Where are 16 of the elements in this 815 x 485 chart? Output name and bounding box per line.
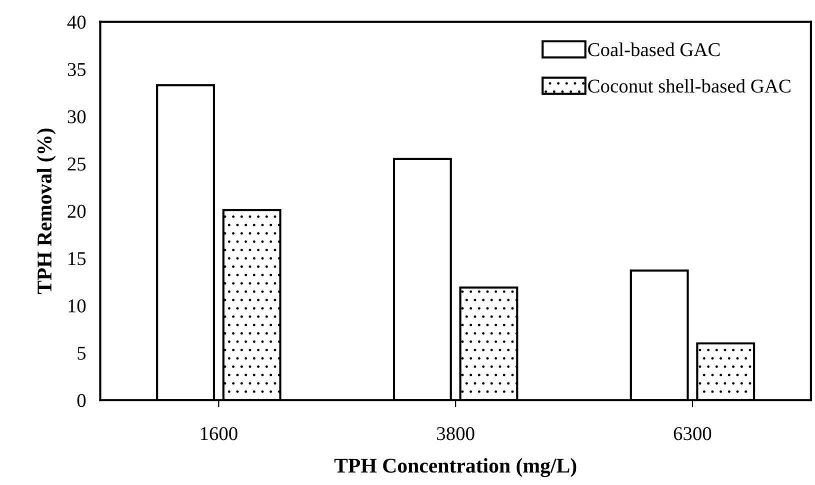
x-tick-label: 6300 — [674, 427, 712, 440]
y-tick-label: 30 — [68, 110, 86, 124]
x-axis-title: TPH Concentration (mg/L) — [334, 458, 576, 478]
x-tick-label: 1600 — [200, 427, 238, 440]
y-tick-label: 0 — [77, 394, 86, 408]
y-tick-label: 20 — [68, 204, 86, 218]
y-axis-title: TPH Removal (%) — [36, 128, 56, 294]
y-tick-label: 10 — [68, 299, 86, 312]
y-tick-label: 40 — [67, 16, 86, 29]
x-tick-label: 3800 — [437, 427, 474, 440]
legend-label: Coal-based GAC — [588, 42, 720, 56]
y-tick-label: 25 — [68, 158, 86, 171]
y-tick-label: 35 — [68, 62, 86, 76]
y-tick-label: 15 — [68, 252, 86, 266]
y-tick-label: 5 — [78, 346, 86, 360]
legend-label: Coconut shell-based GAC — [588, 78, 790, 93]
